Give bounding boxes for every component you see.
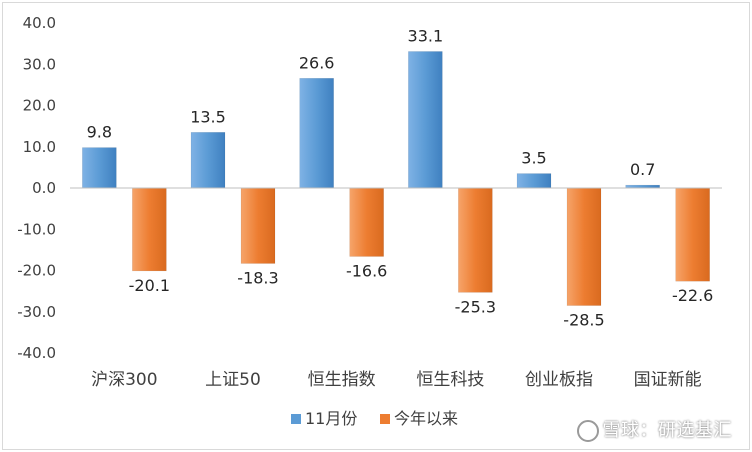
legend-swatch (291, 414, 301, 424)
x-tick-label: 恒生科技 (416, 370, 484, 390)
data-label: -22.6 (672, 286, 713, 305)
y-tick-label: 20.0 (23, 97, 56, 115)
legend-label: 11月份 (305, 409, 357, 428)
legend: 11月份 今年以来 (291, 409, 458, 428)
data-label: -20.1 (129, 276, 170, 295)
bar-november (190, 132, 226, 189)
y-axis: 40.0 30.0 20.0 10.0 0.0 -10.0 -20.0 -30.0 -40.0 (17, 14, 56, 362)
bar-ytd (675, 187, 710, 282)
x-tick-label: 沪深300 (91, 370, 157, 390)
data-label: 26.6 (299, 53, 335, 72)
data-label: -25.3 (455, 297, 496, 316)
y-tick-label: -20.0 (17, 262, 56, 280)
y-tick-label: 10.0 (23, 138, 56, 156)
bar-november (299, 78, 334, 189)
y-tick-label: 30.0 (23, 55, 56, 73)
y-tick-label: -10.0 (17, 220, 56, 238)
bar-november (408, 51, 443, 189)
data-label: 9.8 (87, 123, 112, 142)
y-tick-label: 0.0 (32, 179, 56, 197)
value-labels: 9.8 13.5 26.6 33.1 3.5 0.7 -20.1 -18.3 -16.6 -25.… (87, 26, 714, 329)
x-tick-label: 上证50 (205, 370, 261, 390)
x-axis: 沪深300 上证50 恒生指数 恒生科技 创业板指 国证新能 (91, 370, 702, 390)
x-tick-label: 创业板指 (525, 370, 593, 390)
bar-ytd (240, 187, 276, 264)
bar-ytd (132, 187, 167, 272)
data-label: 3.5 (521, 149, 546, 168)
bar-november (516, 173, 552, 189)
data-label: -28.5 (563, 311, 604, 330)
bar-november (82, 147, 117, 189)
x-tick-label: 恒生指数 (308, 370, 376, 390)
bar-ytd (458, 187, 493, 293)
data-label: 33.1 (408, 26, 444, 45)
bar-ytd (566, 187, 602, 306)
data-label: 0.7 (630, 160, 655, 179)
snowball-logo-icon (576, 420, 599, 442)
legend-swatch (380, 414, 390, 424)
data-label: 13.5 (190, 107, 226, 126)
y-tick-label: -30.0 (17, 303, 56, 321)
x-tick-label: 国证新能 (634, 370, 702, 390)
data-label: -18.3 (237, 268, 278, 287)
watermark-text: 雪球：研选基汇 (602, 420, 732, 441)
bars (82, 51, 710, 306)
watermark: 雪球：研选基汇 (576, 416, 733, 442)
y-tick-label: 40.0 (23, 14, 56, 32)
legend-label: 今年以来 (394, 409, 458, 428)
y-tick-label: -40.0 (17, 344, 56, 362)
data-label: -16.6 (346, 261, 387, 280)
bar-ytd (349, 187, 384, 257)
